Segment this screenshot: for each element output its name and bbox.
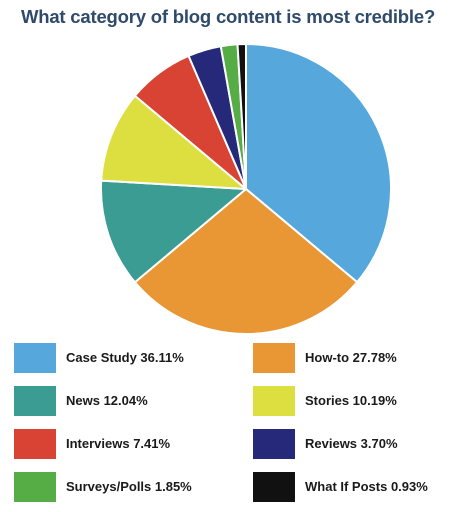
legend-label: How-to 27.78%: [305, 350, 397, 365]
pie-slice-3: [100, 179, 247, 284]
pie-slice-2: [133, 188, 359, 335]
legend-label: Interviews 7.41%: [66, 436, 171, 451]
legend-swatch: [14, 472, 56, 502]
pie-slice-1: [245, 43, 392, 284]
legend-swatch: [253, 429, 295, 459]
legend-swatch: [253, 386, 295, 416]
legend-label: News 12.04%: [66, 393, 148, 408]
legend-swatch: [14, 429, 56, 459]
chart-title: What category of blog content is most cr…: [20, 6, 436, 27]
legend-swatch: [14, 343, 56, 373]
legend-label: Surveys/Polls 1.85%: [66, 479, 192, 494]
legend-swatch: [253, 343, 295, 373]
legend-label: Stories 10.19%: [305, 393, 397, 408]
legend-label: What If Posts 0.93%: [305, 479, 428, 494]
pie-slice-8: [236, 43, 247, 190]
legend-label: Case Study 36.11%: [66, 350, 184, 365]
legend-swatch: [253, 472, 295, 502]
legend-swatch: [14, 386, 56, 416]
legend-label: Reviews 3.70%: [305, 436, 398, 451]
pie-slice-4: [100, 94, 247, 190]
